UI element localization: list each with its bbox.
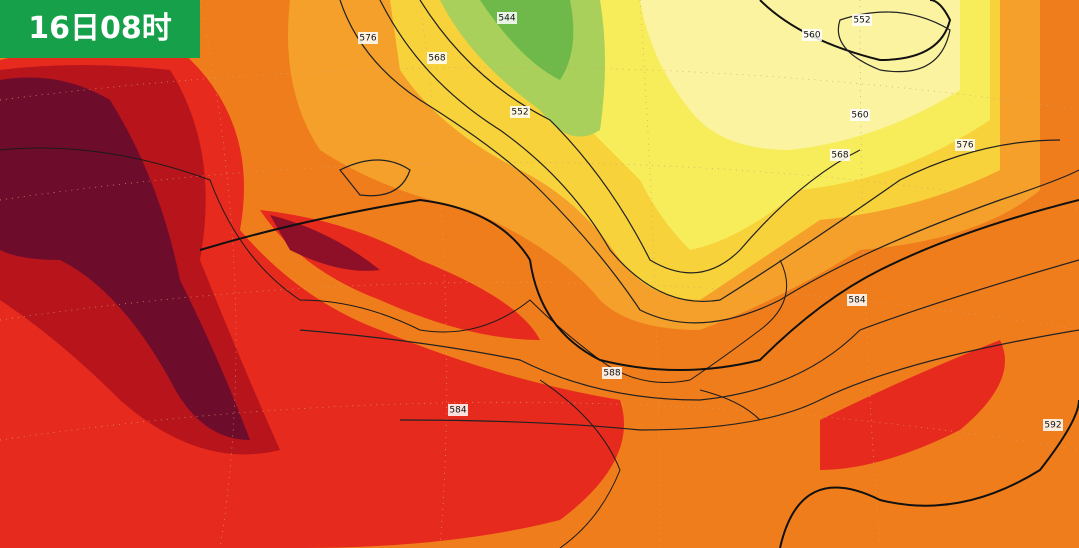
contour-label-bg [830, 149, 850, 161]
contour-label-bg [802, 29, 822, 41]
contour-label-bg [852, 14, 872, 26]
contour-label-bg [510, 106, 530, 118]
contour-label-bg [358, 32, 378, 44]
contour-label: 552 [511, 108, 528, 118]
contour-label: 552 [853, 16, 870, 26]
contour-label-bg [1043, 419, 1063, 431]
field-maroon-band [270, 215, 380, 271]
isohypses [199, 0, 1079, 548]
contour-label: 576 [956, 141, 973, 151]
contour-label: 560 [851, 111, 868, 121]
contour-label: 560 [803, 31, 820, 41]
contour-label-bg [427, 52, 447, 64]
contour-label-bg [955, 139, 975, 151]
contour-label: 544 [498, 14, 515, 24]
contour-label-bg [847, 294, 867, 306]
contour-label: 576 [359, 34, 376, 44]
coastline [0, 147, 788, 548]
time-label: 16日08时 [0, 0, 200, 58]
contour-labels: 576 568 544 552 560 552 560 568 576 584 588 584 592 [358, 12, 1063, 431]
field-maroon [0, 77, 250, 440]
contour-label-bg [850, 109, 870, 121]
contour-label: 592 [1044, 421, 1061, 431]
contour-label: 568 [831, 151, 848, 161]
field-pale [640, 0, 960, 150]
field-red-south [380, 420, 604, 500]
contour-label: 584 [449, 406, 466, 416]
contour-label: 584 [848, 296, 865, 306]
contour-label-bg [497, 12, 517, 24]
contour-label: 588 [603, 369, 620, 379]
field-red-east [820, 340, 1005, 470]
contour-label-bg [448, 404, 468, 416]
contour-label: 568 [428, 54, 445, 64]
contour-label-bg [602, 367, 622, 379]
